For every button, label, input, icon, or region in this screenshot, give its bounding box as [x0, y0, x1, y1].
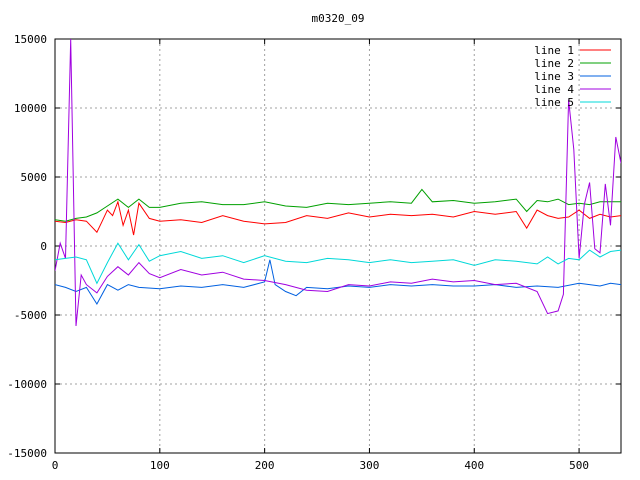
y-tick-label: -15000: [7, 447, 47, 460]
legend-label-1: line 1: [534, 44, 574, 57]
series-line-3: [55, 259, 621, 305]
y-tick-label: 0: [40, 240, 47, 253]
grid: [55, 39, 621, 453]
y-tick-label: -5000: [14, 309, 47, 322]
series-group: [55, 39, 621, 327]
legend-label-3: line 3: [534, 70, 574, 83]
series-line-1: [55, 200, 621, 236]
axis-ticks: 15000 10000 5000 0 -5000 -10000 -15000 0 100 200 3…: [7, 33, 621, 472]
series-line-2: [55, 188, 621, 222]
x-tick-label: 0: [52, 459, 59, 472]
y-tick-label: 15000: [14, 33, 47, 46]
series-line-4: [55, 39, 621, 327]
x-tick-label: 400: [464, 459, 484, 472]
x-tick-label: 500: [569, 459, 589, 472]
x-tick-label: 100: [150, 459, 170, 472]
x-tick-label: 300: [360, 459, 380, 472]
y-tick-label: 10000: [14, 102, 47, 115]
legend-label-5: line 5: [534, 96, 574, 109]
chart-title: m0320_09: [312, 12, 365, 25]
y-tick-label: -10000: [7, 378, 47, 391]
legend-label-4: line 4: [534, 83, 574, 96]
legend-label-2: line 2: [534, 57, 574, 70]
y-tick-label: 5000: [21, 171, 48, 184]
series-line-5: [55, 242, 621, 285]
x-tick-label: 200: [255, 459, 275, 472]
